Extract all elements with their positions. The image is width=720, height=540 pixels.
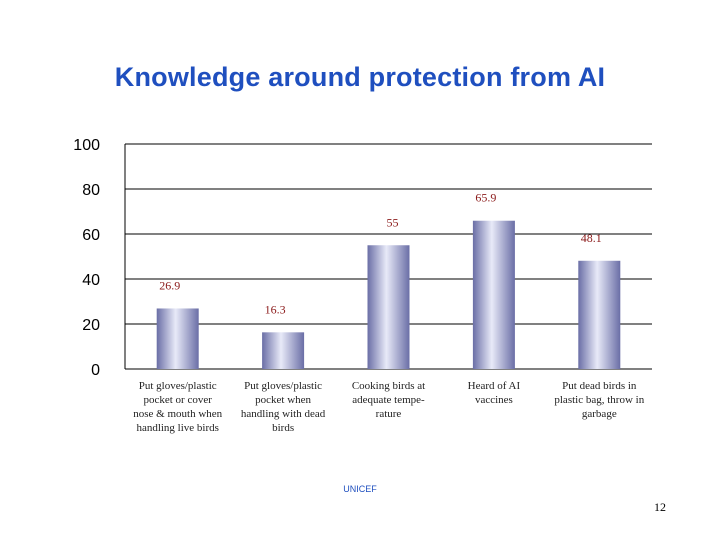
y-tick-80: 80 — [82, 182, 100, 199]
bar-1 — [156, 308, 199, 369]
category-label-5: Put dead birds in plastic bag, throw in ga… — [554, 380, 644, 420]
y-tick-40: 40 — [82, 272, 100, 289]
data-label-1: 26.9 — [159, 278, 180, 292]
footer-source: UNICEF — [343, 484, 377, 494]
data-label-2: 16.3 — [265, 302, 286, 316]
bar-4 — [472, 220, 515, 369]
data-label-4: 65.9 — [475, 191, 496, 205]
bar-2 — [262, 332, 305, 369]
y-tick-60: 60 — [82, 227, 100, 244]
y-tick-100: 100 — [73, 137, 100, 154]
category-label-1: Put gloves/plastic pocket or cover nose & … — [133, 380, 222, 434]
category-labels: Put gloves/plastic pocket or cover nose & … — [133, 380, 644, 434]
slide-title: Knowledge around protection from AI — [114, 62, 606, 92]
data-label-3: 55 — [387, 215, 399, 229]
data-label-5: 48.1 — [581, 231, 602, 245]
y-tick-0: 0 — [91, 362, 100, 379]
y-tick-20: 20 — [82, 317, 100, 334]
bar-5 — [578, 260, 621, 369]
page-number: 12 — [654, 500, 666, 514]
category-label-4: Heard of AI vaccines — [468, 380, 521, 406]
y-tick-labels: 0 20 40 60 80 100 — [73, 137, 100, 379]
category-label-3: Cooking birds at adequate tempe-rature — [352, 380, 425, 420]
data-labels: 26.9 16.3 55 65.9 48.1 — [159, 191, 602, 317]
bars — [156, 220, 621, 369]
bar-3 — [367, 245, 410, 369]
category-label-2: Put gloves/plastic pocket when handling wi… — [241, 380, 326, 434]
